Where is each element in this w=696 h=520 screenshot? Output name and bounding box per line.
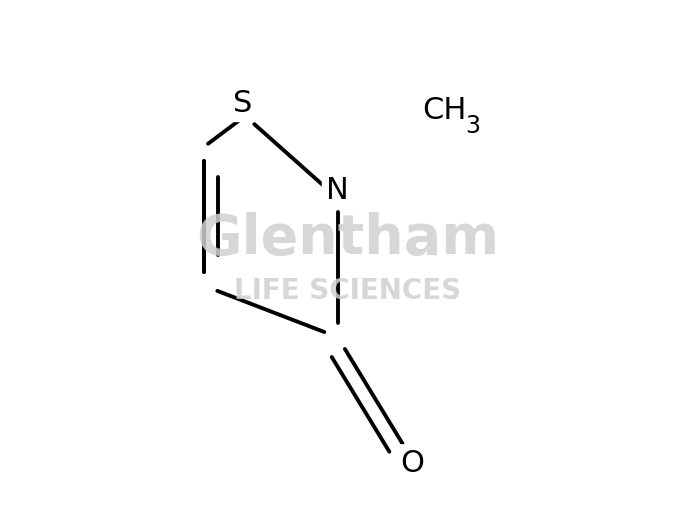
Text: LIFE SCIENCES: LIFE SCIENCES	[235, 277, 461, 305]
Text: CH: CH	[422, 96, 467, 125]
Text: S: S	[233, 88, 252, 118]
Text: 3: 3	[465, 114, 480, 138]
Text: Glentham: Glentham	[196, 213, 500, 266]
Text: N: N	[326, 176, 349, 205]
Text: O: O	[400, 449, 425, 478]
